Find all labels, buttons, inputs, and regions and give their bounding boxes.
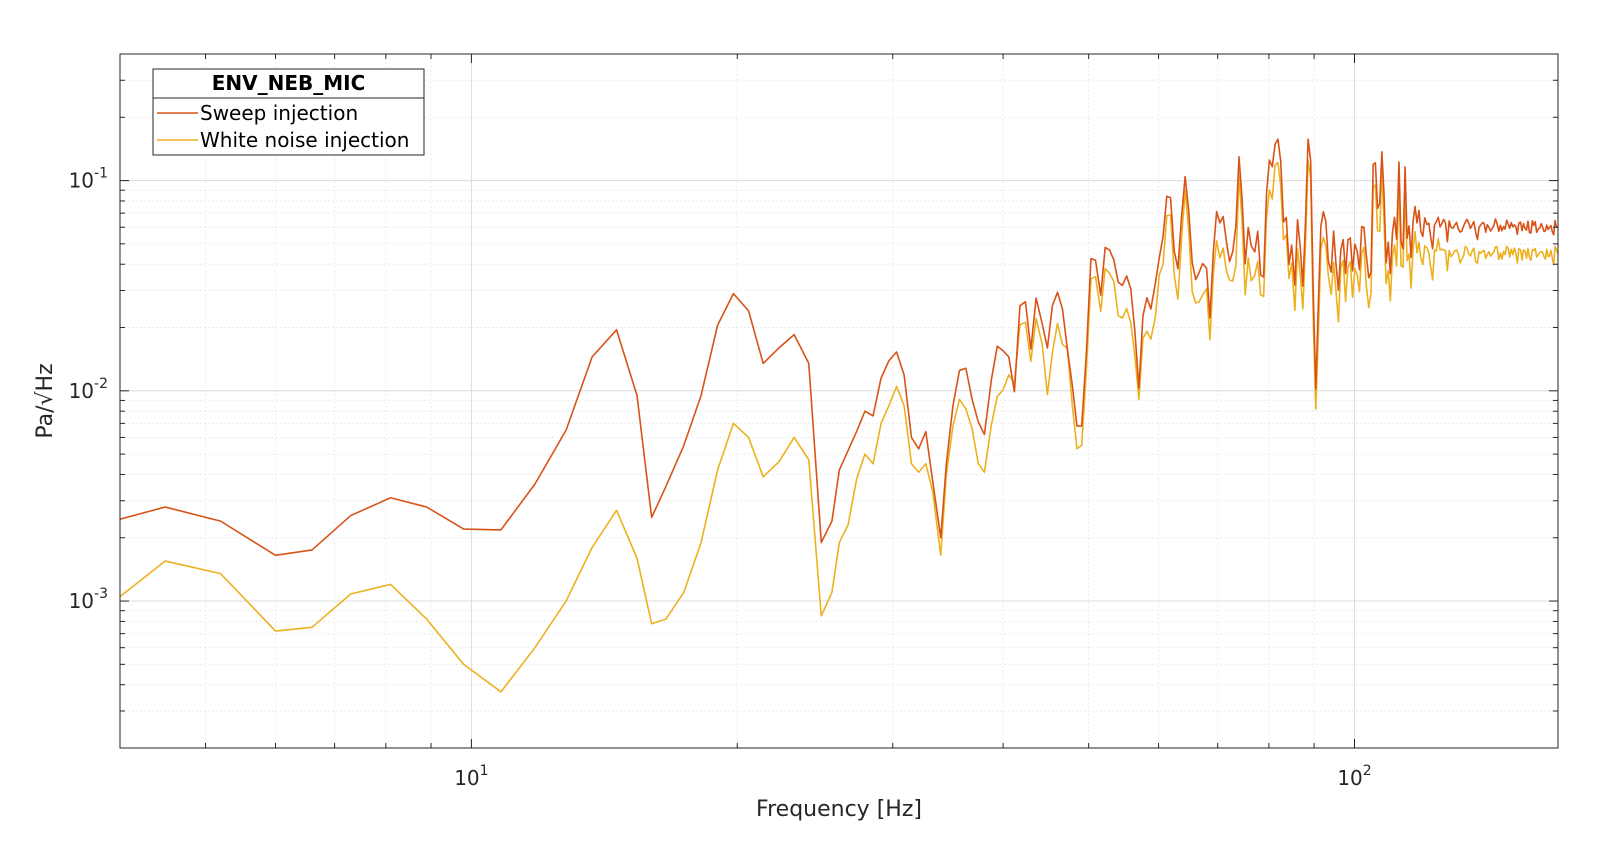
y-axis-label: Pa/√Hz xyxy=(33,363,58,438)
legend: ENV_NEB_MIC Sweep injection White noise … xyxy=(152,68,425,156)
y-tick-label: 10-3 xyxy=(69,586,108,613)
legend-label-white-noise-injection: White noise injection xyxy=(200,128,409,152)
legend-box xyxy=(152,68,425,156)
major-grid xyxy=(120,54,1558,748)
plot-frame xyxy=(119,53,1559,749)
x-tick-label-exponent: 1 xyxy=(480,763,489,779)
x-tick-label-exponent: 2 xyxy=(1363,763,1372,779)
x-axis-label: Frequency [Hz] xyxy=(756,797,922,822)
legend-title: ENV_NEB_MIC xyxy=(212,71,366,95)
y-tick-label-exponent: -1 xyxy=(94,166,108,182)
x-tick-label: 101 xyxy=(454,763,488,790)
y-tick-label-exponent: -3 xyxy=(94,586,108,602)
y-tick-label-base: 10 xyxy=(69,379,94,403)
y-tick-label: 10-2 xyxy=(69,376,108,403)
y-tick-label-base: 10 xyxy=(69,589,94,613)
y-tick-label: 10-1 xyxy=(69,166,108,193)
series-layer xyxy=(120,138,1558,693)
x-tick-label-base: 10 xyxy=(1337,766,1362,790)
series-line-sweep-injection xyxy=(120,138,1558,557)
y-tick-label-exponent: -2 xyxy=(94,376,108,392)
legend-label-sweep-injection: Sweep injection xyxy=(200,101,358,125)
y-tick-label-base: 10 xyxy=(69,169,94,193)
x-tick-label-base: 10 xyxy=(454,766,479,790)
x-tick-label: 102 xyxy=(1337,763,1371,790)
plot-area xyxy=(120,54,1558,748)
